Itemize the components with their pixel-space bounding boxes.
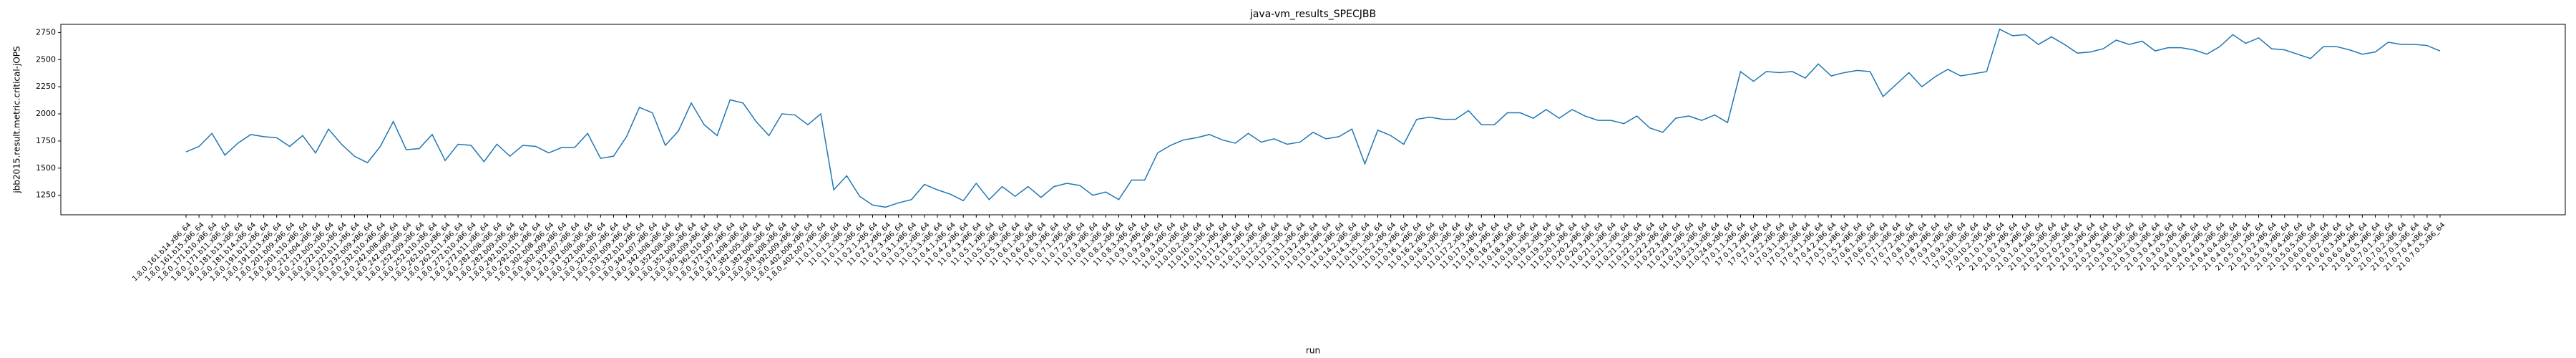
y-tick-label: 1500	[36, 163, 56, 173]
chart-title: java-vm_results_SPECJBB	[1249, 9, 1376, 20]
plot-frame	[60, 24, 2566, 216]
x-axis-label: run	[1306, 346, 1320, 356]
y-tick-label: 2500	[36, 54, 56, 64]
y-tick-label: 2250	[36, 82, 56, 91]
y-tick-label: 2000	[36, 109, 56, 118]
y-tick-label: 1750	[36, 136, 56, 145]
y-tick-label: 1250	[36, 190, 56, 200]
y-axis-label: jbb2015.result.metric.critical-jOPS	[12, 46, 22, 193]
data-line	[185, 28, 2441, 208]
y-tick-label: 2750	[36, 27, 56, 37]
